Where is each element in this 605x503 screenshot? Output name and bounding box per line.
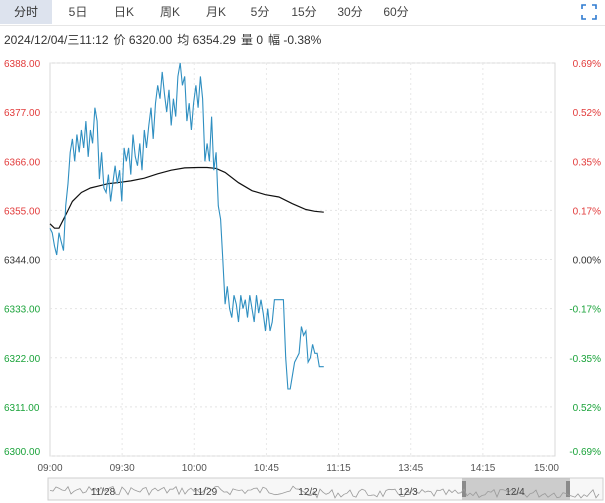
y-tick-label: 6311.00 bbox=[4, 403, 40, 414]
tab-daily-k[interactable]: 日K bbox=[113, 5, 134, 19]
y-tick-label: 6322.00 bbox=[4, 354, 41, 365]
x-tick-label: 14:15 bbox=[470, 463, 495, 474]
quote-info-line: 2024/12/04/三11:12 价 6320.00 均 6354.29 量 0 幅 … bbox=[4, 31, 326, 48]
x-tick-label: 09:30 bbox=[110, 463, 135, 474]
tab-monthly-k[interactable]: 月K bbox=[205, 5, 226, 19]
price-axis-left: 6388.00 6377.00 6366.00 6355.00 6344.00 6333.… bbox=[4, 59, 41, 458]
percent-tick-label: 0.69% bbox=[573, 59, 601, 70]
tab-15min[interactable]: 15分 bbox=[291, 5, 317, 19]
y-tick-label: 6366.00 bbox=[4, 157, 41, 168]
y-tick-label: 6300.00 bbox=[4, 447, 41, 458]
average-price-line bbox=[49, 166, 324, 229]
navigator-date-label: 12/2 bbox=[298, 487, 318, 498]
navigator-date-label: 12/4 bbox=[505, 487, 525, 498]
plot-frame bbox=[49, 62, 556, 457]
percent-tick-label: -0.17% bbox=[569, 305, 601, 316]
navigator-handle-left bbox=[462, 481, 466, 497]
quote-volume: 量 0 bbox=[240, 33, 263, 47]
navigator-selected-range bbox=[462, 478, 570, 500]
tab-weekly-k[interactable]: 周K bbox=[159, 5, 180, 19]
x-tick-label: 15:00 bbox=[534, 463, 559, 474]
tab-intraday[interactable]: 分时 bbox=[0, 0, 52, 24]
percent-tick-label: 0.35% bbox=[573, 157, 601, 168]
period-tab-bar: 分时 5日 日K 周K 月K 5分 15分 30分 60分 bbox=[0, 0, 605, 26]
chart-grid bbox=[49, 62, 556, 457]
tab-5day[interactable]: 5日 bbox=[68, 5, 88, 19]
time-axis: 09:00 09:30 10:00 10:45 11:15 13:45 14:15 15:00 bbox=[37, 463, 559, 474]
percent-tick-label: 0.52% bbox=[573, 108, 601, 119]
y-tick-label: 6355.00 bbox=[4, 206, 41, 217]
x-tick-label: 10:45 bbox=[254, 463, 279, 474]
tab-30min[interactable]: 30分 bbox=[337, 5, 363, 19]
percent-tick-label: 0.17% bbox=[573, 206, 601, 217]
x-tick-label: 13:45 bbox=[398, 463, 423, 474]
x-tick-label: 09:00 bbox=[37, 463, 62, 474]
navigator-track bbox=[47, 477, 604, 501]
quote-datetime: 2024/12/04/三11:12 bbox=[4, 33, 109, 47]
x-tick-label: 10:00 bbox=[182, 463, 207, 474]
navigator-date-label: 12/3 bbox=[398, 487, 418, 498]
fullscreen-icon[interactable] bbox=[581, 4, 597, 20]
price-line bbox=[49, 62, 324, 390]
y-tick-label: 6377.00 bbox=[4, 108, 41, 119]
quote-price: 价 6320.00 bbox=[113, 33, 173, 47]
tab-60min[interactable]: 60分 bbox=[383, 5, 409, 19]
navigator-date-label: 11/29 bbox=[193, 487, 218, 498]
quote-change: 幅 -0.38% bbox=[268, 33, 322, 47]
time-range-navigator: 11/28 11/29 12/2 12/3 12/4 bbox=[47, 477, 604, 501]
y-tick-label: 6388.00 bbox=[4, 59, 41, 70]
y-tick-label: 6344.00 bbox=[4, 256, 41, 267]
percent-tick-label: 0.00% bbox=[573, 256, 601, 267]
percent-tick-label: -0.69% bbox=[569, 447, 601, 458]
tab-5min[interactable]: 5分 bbox=[250, 5, 270, 19]
y-tick-label: 6333.00 bbox=[4, 305, 41, 316]
percent-axis-right: 0.69% 0.52% 0.35% 0.17% 0.00% -0.17% -0.35% 0.5… bbox=[569, 59, 601, 458]
percent-tick-label: 0.52% bbox=[573, 403, 601, 414]
navigator-date-label: 11/28 bbox=[91, 487, 116, 498]
quote-average: 均 6354.29 bbox=[177, 33, 236, 47]
percent-tick-label: -0.35% bbox=[569, 354, 601, 365]
navigator-handle-right bbox=[566, 481, 570, 497]
navigator-mini-line bbox=[49, 485, 600, 499]
x-tick-label: 11:15 bbox=[326, 463, 351, 474]
